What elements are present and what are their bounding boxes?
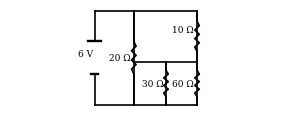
Text: 60 Ω: 60 Ω (172, 79, 194, 88)
Text: 20 Ω: 20 Ω (109, 54, 131, 63)
Text: 30 Ω: 30 Ω (142, 79, 163, 88)
Text: 10 Ω: 10 Ω (172, 26, 194, 35)
Text: 6 V: 6 V (78, 49, 94, 58)
